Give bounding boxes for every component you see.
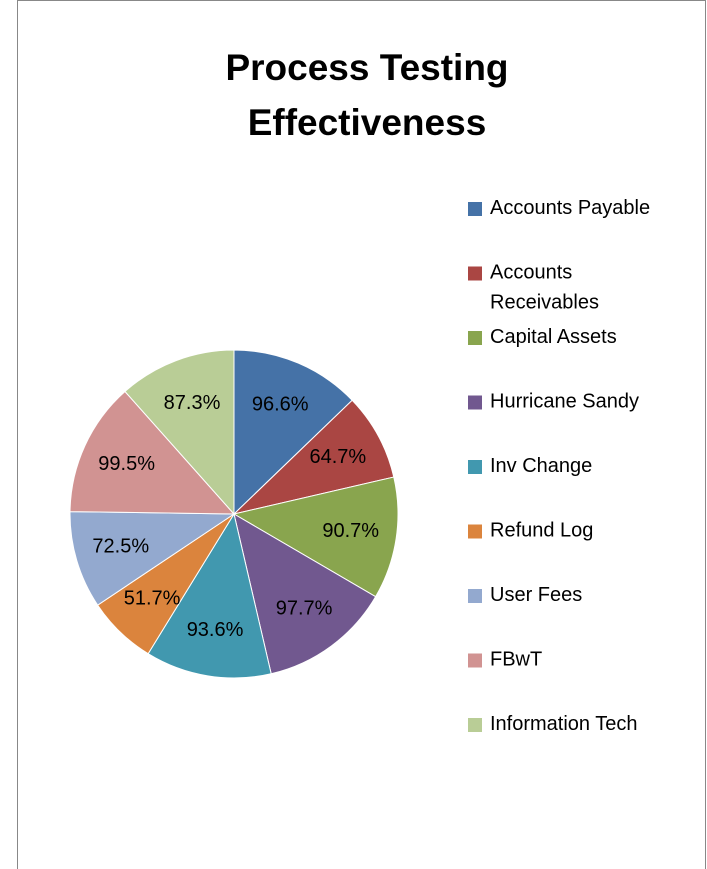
legend-label: FBwT [490, 649, 542, 671]
legend-swatch [468, 331, 482, 345]
data-label: 51.7% [124, 587, 181, 609]
legend-label: User Fees [490, 584, 582, 606]
legend-label: Inv Change [490, 455, 592, 477]
pie-slice [232, 399, 395, 515]
data-label: 97.7% [276, 597, 333, 619]
data-label: 64.7% [309, 446, 366, 468]
legend-label: Refund Log [490, 520, 593, 542]
legend-swatch [468, 202, 482, 216]
legend-label: Accounts Receivables [490, 262, 599, 314]
legend-label: Capital Assets [490, 326, 617, 348]
data-label: 93.6% [187, 619, 244, 641]
legend-swatch [468, 460, 482, 474]
chart-title: Process Testing Effectiveness [225, 47, 508, 143]
data-label: 72.5% [92, 536, 149, 558]
pie-slice [233, 349, 353, 516]
data-label: 99.5% [98, 453, 155, 475]
legend-swatch [468, 653, 482, 668]
pie-slice [232, 476, 399, 598]
pie-slice [233, 512, 377, 675]
legend-swatch [468, 524, 482, 539]
legend-label: Hurricane Sandy [490, 391, 639, 413]
legend-swatch [468, 589, 482, 603]
legend-label: Information Tech [490, 713, 638, 735]
legend-swatch [468, 718, 482, 732]
data-label: 87.3% [164, 392, 221, 414]
data-label: 96.6% [252, 394, 309, 416]
pie-slice [147, 512, 272, 679]
data-label: 90.7% [322, 520, 379, 542]
pie-slice [124, 349, 235, 516]
legend-swatch [468, 395, 482, 410]
legend-label: Accounts Payable [490, 197, 650, 219]
pie-slice [69, 511, 236, 606]
legend-swatch [468, 266, 482, 281]
pie-slice [69, 390, 236, 515]
